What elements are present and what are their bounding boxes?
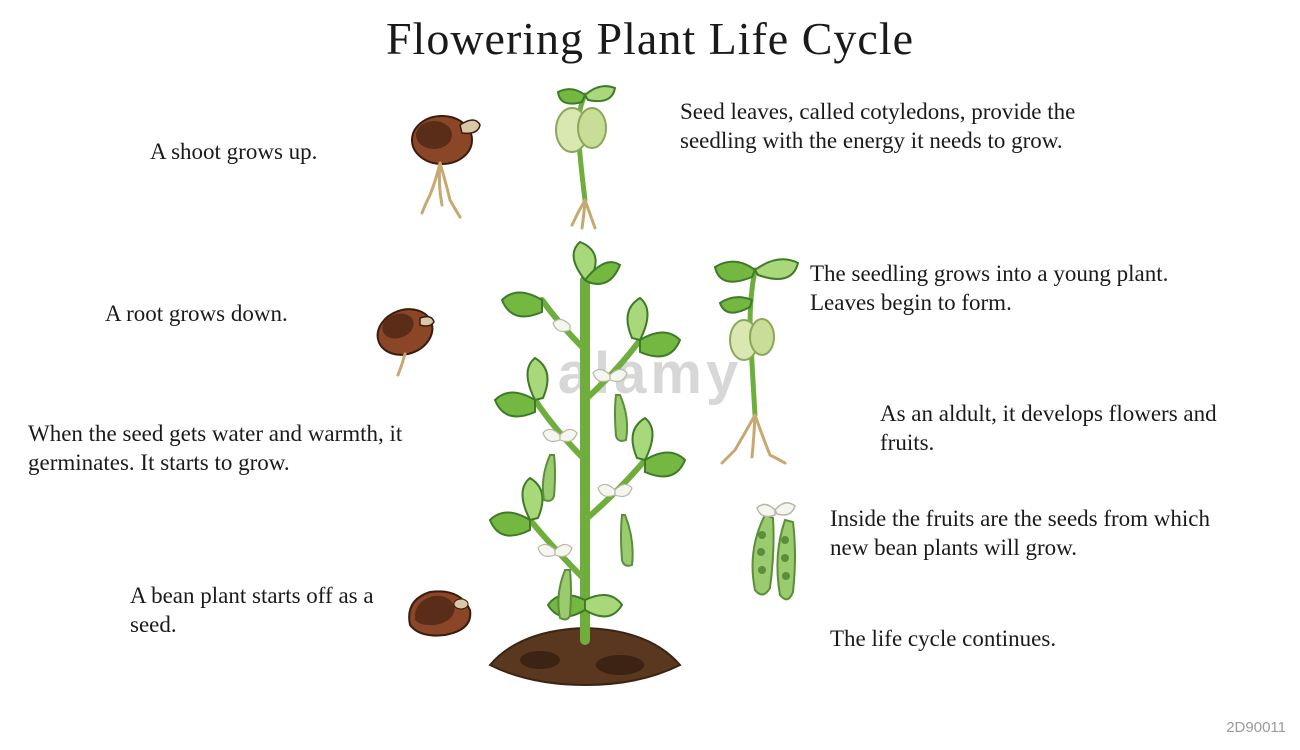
caption-continues: The life cycle continues. <box>830 625 1230 654</box>
image-id: 2D90011 <box>1226 719 1286 736</box>
caption-adult: As an aldult, it develops flowers and fr… <box>880 400 1240 458</box>
illus-young-plant <box>700 245 810 470</box>
caption-cotyledons: Seed leaves, called cotyledons, provide … <box>680 98 1080 156</box>
caption-starts-seed: A bean plant starts off as a seed. <box>130 582 390 640</box>
caption-shoot-up: A shoot grows up. <box>150 138 400 167</box>
illus-pods <box>735 500 825 615</box>
caption-inside-fruits: Inside the fruits are the seeds from whi… <box>830 505 1230 563</box>
caption-young-plant: The seedling grows into a young plant. L… <box>810 260 1210 318</box>
diagram-title: Flowering Plant Life Cycle <box>0 12 1300 65</box>
caption-germinates: When the seed gets water and warmth, it … <box>28 420 408 478</box>
illus-sprout <box>530 80 640 235</box>
illus-root-seed <box>370 300 440 385</box>
illus-shoot-seed <box>400 105 500 230</box>
illus-main-plant <box>460 220 710 695</box>
caption-root-down: A root grows down. <box>105 300 365 329</box>
